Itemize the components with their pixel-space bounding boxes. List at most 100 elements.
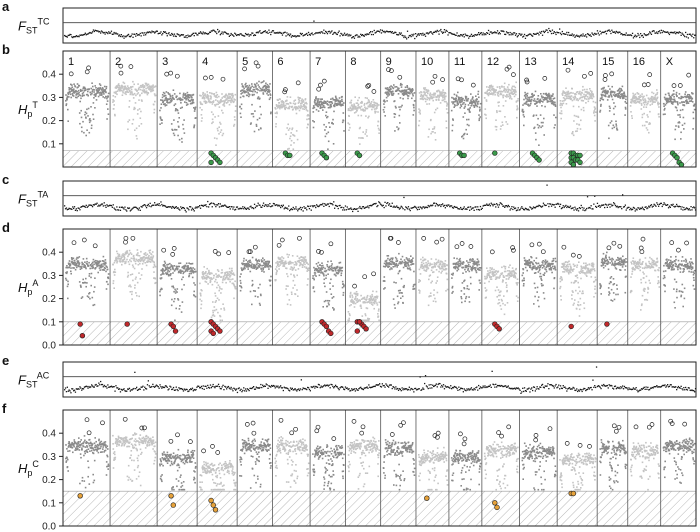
hp-point xyxy=(85,117,87,119)
hp-point xyxy=(243,87,245,90)
fst-point xyxy=(513,206,515,208)
hp-point xyxy=(85,285,87,288)
hp-point xyxy=(446,105,448,107)
hp-point xyxy=(172,132,175,135)
fst-point xyxy=(415,35,418,38)
hp-point xyxy=(212,309,214,312)
hp-point xyxy=(575,115,578,118)
hp-point xyxy=(144,90,147,93)
chromosome-label: 11 xyxy=(454,56,465,68)
fst-point xyxy=(352,210,354,213)
fst-point xyxy=(569,205,572,207)
hp-point xyxy=(169,262,171,265)
hp-point xyxy=(348,123,351,126)
hp-point xyxy=(562,102,565,105)
fst-point xyxy=(188,35,190,38)
fst-point xyxy=(307,31,310,34)
fst-point xyxy=(437,30,439,33)
hp-point xyxy=(93,286,96,288)
fst-point xyxy=(445,204,447,206)
hp-point xyxy=(86,129,88,131)
hp-point xyxy=(588,98,590,100)
hp-point xyxy=(105,95,107,98)
hp-point xyxy=(585,102,587,104)
fst-point xyxy=(290,36,293,38)
fst-point xyxy=(396,205,398,207)
hp-point xyxy=(231,267,233,270)
hp-point xyxy=(230,97,233,100)
hp-point xyxy=(476,105,479,108)
fst-point xyxy=(631,208,634,210)
fst-point xyxy=(146,31,149,33)
hp-point xyxy=(355,102,358,104)
hp-point xyxy=(349,106,352,109)
hp-point xyxy=(641,116,644,119)
fst-point xyxy=(469,35,471,38)
hp-point xyxy=(307,114,310,117)
hp-point xyxy=(625,102,628,104)
hp-point xyxy=(114,271,117,273)
hp-point xyxy=(215,144,217,146)
hp-point xyxy=(130,88,133,91)
hp-point xyxy=(269,94,272,96)
hp-point xyxy=(323,100,326,102)
fst-point xyxy=(406,207,408,209)
fst-point xyxy=(616,31,618,33)
hp-point xyxy=(401,89,404,92)
hp-point xyxy=(359,143,361,145)
fst-point xyxy=(530,207,532,209)
hp-point xyxy=(172,285,174,288)
fst-point xyxy=(344,34,347,36)
fst-point xyxy=(383,206,385,209)
fst-point xyxy=(309,34,311,36)
fst-point xyxy=(72,36,74,39)
hp-point xyxy=(290,132,292,134)
hp-point xyxy=(466,118,468,121)
hp-point xyxy=(214,295,217,297)
fst-point xyxy=(381,29,383,31)
hp-point xyxy=(169,274,172,277)
hp-point xyxy=(160,107,162,109)
hp-point xyxy=(215,276,218,278)
hp-point xyxy=(206,95,209,97)
hp-point xyxy=(224,99,227,101)
hp-point xyxy=(551,99,554,102)
fst-point xyxy=(394,206,396,208)
hp-point xyxy=(577,91,579,93)
hp-point xyxy=(129,259,131,261)
fst-point xyxy=(663,202,665,204)
fst-point xyxy=(522,36,524,38)
fst-point xyxy=(625,32,627,34)
fst-point xyxy=(271,30,274,32)
hp-point xyxy=(511,88,514,91)
hp-point xyxy=(487,93,490,95)
hp-point xyxy=(70,90,73,92)
hp-point xyxy=(471,98,474,100)
fst-point xyxy=(435,31,437,33)
hp-point xyxy=(653,101,655,103)
fst-point xyxy=(454,206,456,208)
fst-point xyxy=(105,206,107,208)
fst-point xyxy=(91,204,93,207)
outlier-point xyxy=(92,243,98,249)
hp-point xyxy=(432,128,434,130)
hp-point xyxy=(543,97,546,99)
hp-point xyxy=(650,100,652,103)
fst-point xyxy=(127,33,130,36)
fst-point xyxy=(379,202,381,204)
fst-point xyxy=(316,32,319,34)
hp-point xyxy=(613,102,615,104)
fst-point xyxy=(298,208,301,210)
fst-point xyxy=(335,205,338,207)
hp-point xyxy=(606,92,609,95)
hp-point xyxy=(93,89,96,91)
fst-point xyxy=(306,32,308,35)
hp-point xyxy=(79,94,82,97)
hp-point xyxy=(335,96,337,99)
hp-point xyxy=(148,87,151,90)
hp-point xyxy=(473,106,476,108)
fst-point xyxy=(455,206,457,208)
fst-point xyxy=(452,33,455,35)
chromosome-label: 13 xyxy=(525,56,537,68)
hp-point xyxy=(496,86,499,88)
